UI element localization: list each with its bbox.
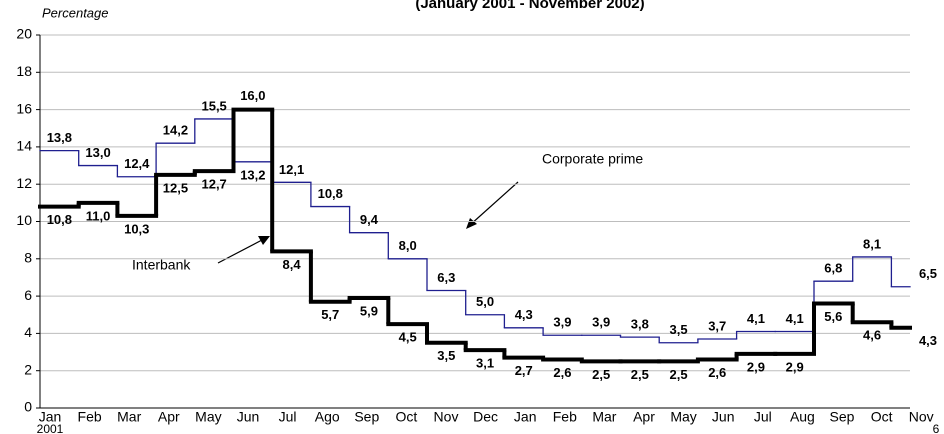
y-tick-label: 10: [16, 212, 32, 228]
chart-title: (January 2001 - November 2002): [415, 0, 644, 12]
data-label: 9,4: [360, 212, 379, 227]
data-label: 10,8: [47, 212, 72, 227]
x-tick-label: Jul: [279, 409, 297, 425]
data-label: 2,6: [553, 365, 571, 380]
x-tick-label: Jun: [712, 409, 735, 425]
data-label: 2,7: [515, 363, 533, 378]
y-tick-label: 14: [16, 138, 32, 154]
data-label: 13,0: [85, 145, 110, 160]
data-label: 3,1: [476, 356, 494, 371]
x-tick-label: Mar: [592, 409, 616, 425]
data-label: 3,7: [708, 318, 726, 333]
x-tick-label: Jun: [237, 409, 260, 425]
data-label: 5,0: [476, 294, 494, 309]
y-tick-label: 18: [16, 63, 32, 79]
x-tick-label: Oct: [871, 409, 893, 425]
data-label: 6,3: [437, 270, 455, 285]
data-label: 16,0: [240, 88, 265, 103]
y-tick-label: 4: [24, 324, 32, 340]
year-label: 2001: [37, 422, 64, 434]
x-tick-label: Feb: [553, 409, 577, 425]
y-axis-label: Percentage: [42, 5, 109, 20]
data-label: 2,5: [631, 367, 649, 382]
data-label: 5,7: [321, 307, 339, 322]
arrow-head: [258, 236, 270, 245]
data-label: 15,5: [201, 98, 226, 113]
x-tick-label: Sep: [830, 409, 855, 425]
data-label: 3,8: [631, 317, 649, 332]
data-label: 2,6: [708, 365, 726, 380]
data-label: 2,9: [747, 359, 765, 374]
data-label: 13,8: [47, 130, 72, 145]
x-tick-label: Apr: [633, 409, 655, 425]
x-tick-label: Nov: [909, 409, 934, 425]
x-tick-label: Apr: [158, 409, 180, 425]
legend-label: Interbank: [132, 257, 191, 273]
x-tick-label: May: [195, 409, 221, 425]
x-tick-label: Aug: [790, 409, 815, 425]
data-label: 12,1: [279, 162, 304, 177]
data-label: 5,6: [824, 309, 842, 324]
data-label: 4,1: [747, 311, 765, 326]
data-label: 4,1: [786, 311, 804, 326]
x-tick-label: Ago: [315, 409, 340, 425]
year-label: 6: [933, 422, 940, 434]
data-label: 12,4: [124, 156, 150, 171]
x-tick-label: Nov: [434, 409, 459, 425]
data-label: 2,5: [670, 367, 688, 382]
data-label: 5,9: [360, 303, 378, 318]
x-tick-label: Sep: [354, 409, 379, 425]
y-tick-label: 8: [24, 250, 32, 266]
data-label: 8,1: [863, 236, 881, 251]
data-label: 12,5: [163, 180, 188, 195]
data-label: 4,3: [919, 333, 937, 348]
x-tick-label: Oct: [396, 409, 418, 425]
y-tick-label: 20: [16, 26, 32, 42]
x-tick-label: Jan: [39, 409, 62, 425]
data-label: 6,5: [919, 266, 937, 281]
y-tick-label: 6: [24, 287, 32, 303]
data-label: 12,7: [201, 177, 226, 192]
data-label: 11,0: [86, 208, 111, 223]
data-label: 8,0: [399, 238, 417, 253]
arrow: [469, 181, 519, 226]
data-label: 2,9: [786, 359, 804, 374]
data-label: 4,6: [863, 328, 881, 343]
y-tick-label: 12: [16, 175, 32, 191]
data-label: 4,5: [399, 330, 417, 345]
data-label: 6,8: [824, 261, 842, 276]
x-tick-label: Feb: [78, 409, 102, 425]
x-tick-label: Dec: [473, 409, 498, 425]
data-label: 3,9: [592, 315, 610, 330]
data-label: 3,5: [670, 322, 688, 337]
data-label: 13,2: [240, 167, 265, 182]
arrow: [217, 239, 263, 264]
x-tick-label: May: [670, 409, 696, 425]
data-label: 3,5: [437, 348, 455, 363]
y-tick-label: 0: [24, 399, 32, 415]
x-tick-label: Mar: [117, 409, 141, 425]
data-label: 4,3: [515, 307, 533, 322]
x-tick-label: Jul: [754, 409, 772, 425]
data-label: 8,4: [283, 257, 302, 272]
arrow-head: [466, 218, 477, 229]
data-label: 10,3: [124, 221, 149, 236]
y-tick-label: 2: [24, 361, 32, 377]
data-label: 10,8: [318, 186, 343, 201]
x-tick-label: Jan: [514, 409, 537, 425]
data-label: 14,2: [163, 123, 188, 138]
y-tick-label: 16: [16, 100, 32, 116]
legend-label: Corporate prime: [542, 151, 643, 167]
data-label: 3,9: [553, 315, 571, 330]
data-label: 2,5: [592, 367, 610, 382]
